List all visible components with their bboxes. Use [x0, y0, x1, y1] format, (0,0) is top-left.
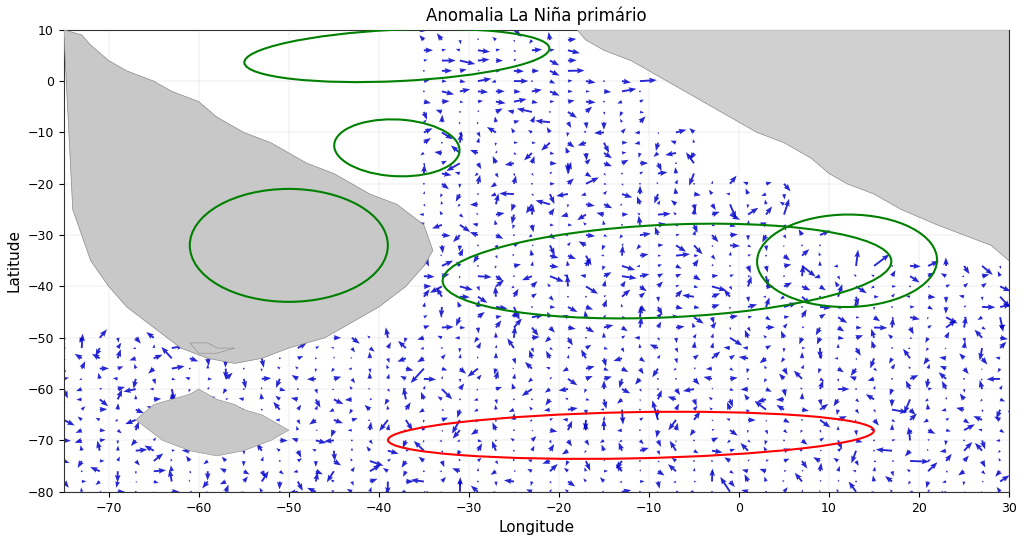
Title: Anomalia La Niña primário: Anomalia La Niña primário	[426, 7, 647, 25]
Polygon shape	[577, 30, 1009, 261]
X-axis label: Longitude: Longitude	[499, 520, 574, 535]
Polygon shape	[63, 30, 433, 364]
Y-axis label: Latitude: Latitude	[7, 229, 22, 292]
Polygon shape	[136, 389, 289, 456]
Polygon shape	[189, 343, 234, 353]
